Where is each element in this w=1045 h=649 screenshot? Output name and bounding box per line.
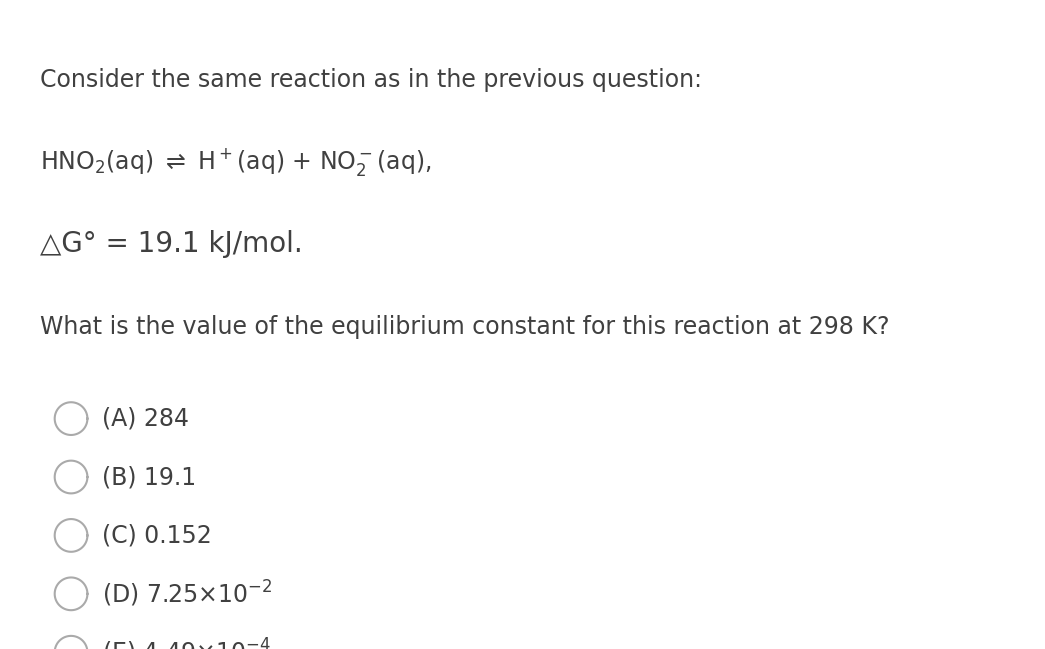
Text: (B) 19.1: (B) 19.1 (101, 465, 195, 489)
Text: (A) 284: (A) 284 (101, 407, 188, 430)
Text: (D) 7.25×10$^{−2}$: (D) 7.25×10$^{−2}$ (101, 579, 272, 609)
Text: △G° = 19.1 kJ/mol.: △G° = 19.1 kJ/mol. (40, 230, 302, 258)
Text: HNO$_2$(aq) $\rightleftharpoons$ H$^+$(aq) + NO$_2^-$(aq),: HNO$_2$(aq) $\rightleftharpoons$ H$^+$(a… (40, 146, 432, 178)
Text: (C) 0.152: (C) 0.152 (101, 524, 211, 547)
Text: What is the value of the equilibrium constant for this reaction at 298 K?: What is the value of the equilibrium con… (40, 315, 889, 339)
Text: (E) 4.49×10$^{−4}$: (E) 4.49×10$^{−4}$ (101, 637, 271, 649)
Text: Consider the same reaction as in the previous question:: Consider the same reaction as in the pre… (40, 68, 701, 92)
